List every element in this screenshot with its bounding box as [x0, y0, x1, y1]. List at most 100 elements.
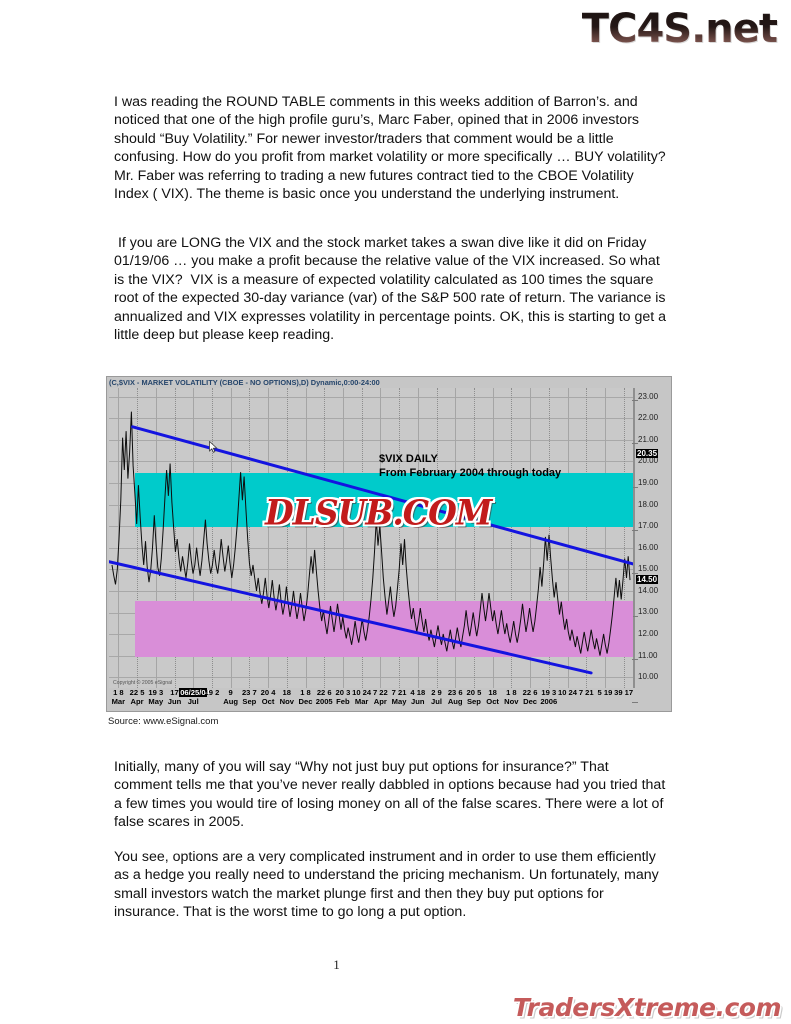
- gridline-vertical: [268, 388, 270, 688]
- gridline-horizontal: [109, 547, 633, 549]
- date-axis-day: 22 6: [522, 688, 538, 697]
- chart-title: (C,$VIX - MARKET VOLATILITY (CBOE - NO O…: [109, 378, 380, 387]
- price-axis-label: 23.00: [632, 392, 658, 402]
- price-axis-tick: [632, 572, 638, 574]
- gridline-vertical: [230, 388, 232, 688]
- price-axis-label: 10.00: [638, 672, 658, 681]
- price-axis-label: 19.00: [632, 478, 658, 574]
- date-axis-day: 22 6: [316, 688, 332, 697]
- date-axis-tick: 20 3 Feb: [329, 688, 357, 707]
- price-axis-marker: 20.35: [636, 448, 659, 458]
- date-axis-tick: 7 21 May: [385, 688, 413, 707]
- price-axis-tick: [632, 486, 638, 488]
- date-axis-day: 19 2: [204, 688, 220, 697]
- date-axis-day: 19 3: [541, 688, 557, 697]
- tradersxtreme-logo: TradersXtreme.com: [512, 993, 782, 1022]
- chart-price-axis: 23.00 22.00 21.00 20.00 19.00 18.00 17.00 16.00…: [632, 388, 671, 704]
- price-axis-label: 11.00: [638, 651, 657, 660]
- date-axis-day: 1 8: [300, 688, 311, 697]
- gridline-vertical: [530, 388, 532, 688]
- date-axis-tick: 19 3 May: [142, 688, 170, 707]
- date-axis-month: May: [148, 697, 164, 706]
- date-axis-day: 7 22: [372, 688, 388, 697]
- date-axis-day: 23 6: [447, 688, 463, 697]
- price-axis-tick: [632, 659, 638, 661]
- support-zone: [135, 600, 633, 657]
- gridline-vertical: [586, 388, 588, 688]
- paragraph-intro: I was reading the ROUND TABLE comments i…: [114, 94, 670, 203]
- date-axis-month: Dec: [523, 697, 538, 706]
- date-axis-tick: 10 24: [554, 688, 582, 697]
- date-axis-tick: 17 Jun: [161, 688, 189, 707]
- date-axis-day: 4 18: [410, 688, 426, 697]
- gridline-vertical: [249, 388, 251, 688]
- chart-annotation-line-1: $VIX DAILY: [379, 452, 438, 465]
- price-axis-label: 18.00: [632, 500, 658, 618]
- date-axis-tick: 20 5 Sep: [460, 688, 488, 707]
- date-axis-day: 20 5: [466, 688, 482, 697]
- date-axis-day: 1 8: [113, 688, 124, 697]
- gridline-vertical: [361, 388, 363, 688]
- upper-trendline: [131, 425, 633, 566]
- price-axis-label: 21.00: [632, 435, 658, 488]
- date-axis-tick: 22 6 2005: [310, 688, 338, 707]
- price-axis-tick: [632, 400, 638, 402]
- date-axis-tick: 20 4 Oct: [254, 688, 282, 707]
- gridline-vertical: [604, 388, 606, 688]
- date-axis-month: 2005: [315, 697, 333, 706]
- date-axis-day: 7 21: [578, 688, 594, 697]
- date-axis-tick: 2 9 Jul: [423, 688, 451, 707]
- paragraph-put-options: Initially, many of you will say “Why not…: [114, 759, 670, 831]
- gridline-vertical: [492, 388, 494, 688]
- date-axis-month: 2006: [540, 697, 558, 706]
- date-axis-day: 23 7: [241, 688, 257, 697]
- date-axis-day: 22 5: [129, 688, 145, 697]
- price-axis-label: 12.00: [638, 629, 658, 638]
- price-axis-label: 14.00: [638, 586, 658, 595]
- date-axis-tick: 1 8 Dec: [292, 688, 320, 707]
- date-axis-day: 5 19: [597, 688, 613, 697]
- mouse-cursor-icon: [209, 440, 218, 453]
- date-axis-day: 18: [488, 688, 497, 697]
- chart-source-note: Source: www.eSignal.com: [108, 716, 219, 727]
- gridline-vertical: [623, 388, 625, 688]
- date-axis-tick: 06/25/04 Jul: [179, 688, 210, 707]
- page-number: 1: [333, 957, 340, 972]
- date-axis-month: Jul: [187, 697, 199, 706]
- gridline-vertical: [399, 388, 401, 688]
- date-axis-tick: 19 2: [198, 688, 226, 697]
- gridline-horizontal: [109, 396, 633, 398]
- date-axis-month: Oct: [261, 697, 275, 706]
- price-axis-marker: 14.50: [636, 575, 659, 585]
- date-axis-day: 39 17: [614, 688, 634, 697]
- date-axis-day: 20 3: [335, 688, 351, 697]
- date-axis-tick: 1 8 Nov: [497, 688, 525, 707]
- gridline-horizontal: [109, 461, 633, 463]
- date-axis-month: Aug: [447, 697, 463, 706]
- page-header: TC4S.net: [0, 0, 791, 72]
- gridline-horizontal: [109, 590, 633, 592]
- date-axis-tick: 18 Nov: [273, 688, 301, 707]
- gridline-horizontal: [109, 569, 633, 571]
- dlsub-watermark: DLSUB.COM: [265, 491, 492, 533]
- chart-date-axis: 1 8 Mar 22 5 Apr 19 3 May 17 Jun 06/25/04 Jul 19 2…: [109, 688, 633, 711]
- date-axis-tick: 22 6 Dec: [516, 688, 544, 707]
- gridline-vertical: [567, 388, 569, 688]
- lower-trendline: [109, 560, 593, 675]
- price-axis-label: 13.00: [638, 607, 658, 616]
- date-axis-day: 7 21: [391, 688, 407, 697]
- gridline-vertical: [211, 388, 213, 688]
- price-axis-label: 15.00: [638, 564, 658, 573]
- date-axis-month: Jun: [167, 697, 182, 706]
- chart-annotation: $VIX DAILY From February 2004 through to…: [379, 452, 561, 480]
- date-axis-tick: 39 17: [610, 688, 638, 697]
- gridline-vertical: [305, 388, 307, 688]
- gridline-horizontal: [109, 677, 633, 679]
- date-axis-tick: 4 18 Jun: [404, 688, 432, 707]
- date-axis-month: Dec: [298, 697, 313, 706]
- gridline-vertical: [193, 388, 195, 688]
- date-axis-day: 20 4: [260, 688, 276, 697]
- date-axis-tick: 22 5 Apr: [123, 688, 151, 707]
- vix-chart-figure: (C,$VIX - MARKET VOLATILITY (CBOE - NO O…: [106, 376, 672, 727]
- date-axis-day: 1 8: [506, 688, 517, 697]
